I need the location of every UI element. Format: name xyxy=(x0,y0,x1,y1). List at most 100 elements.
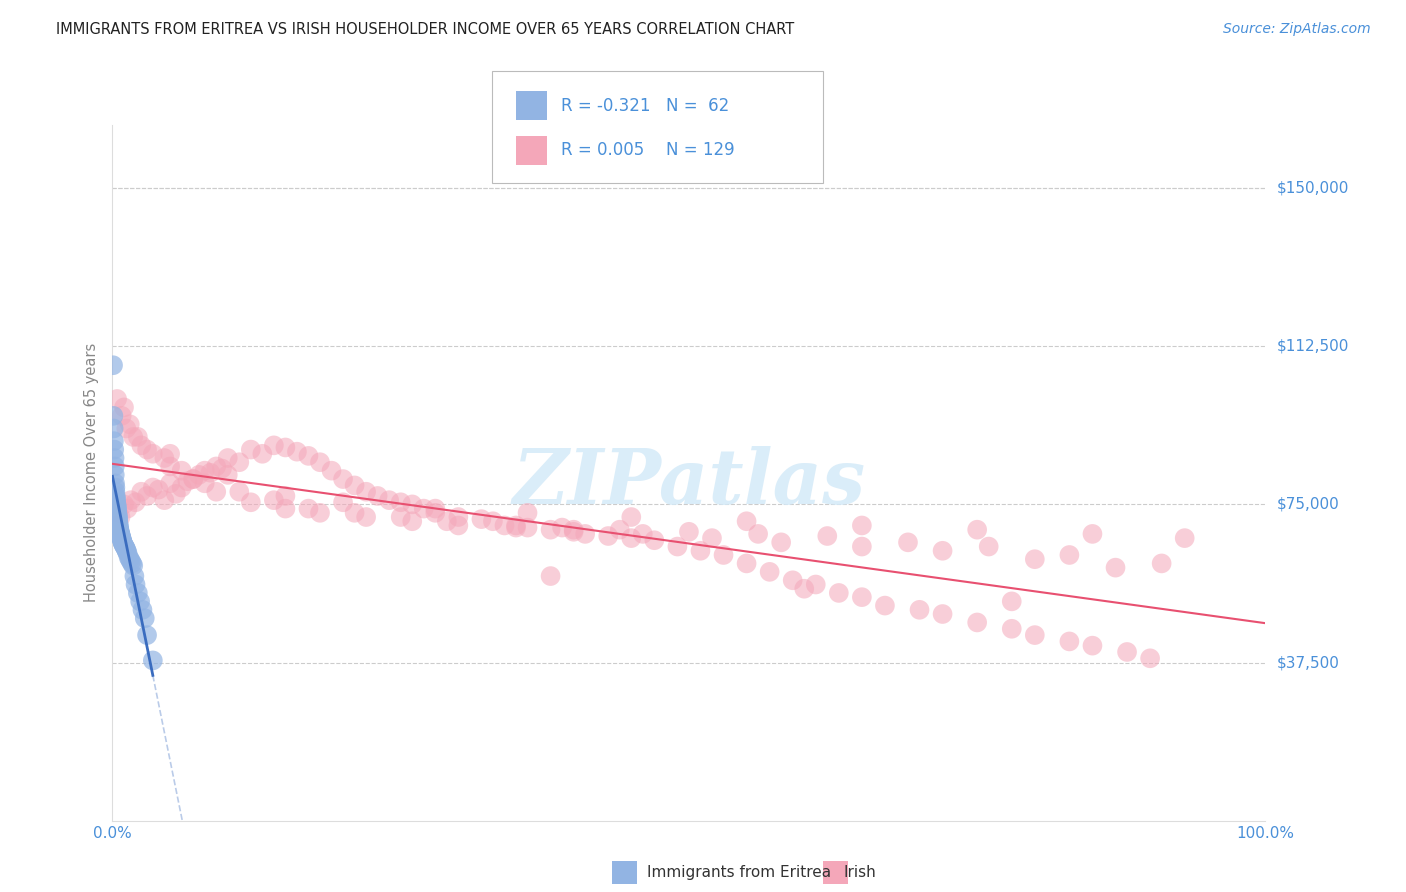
Point xyxy=(115,544,138,558)
Point xyxy=(689,543,711,558)
Point xyxy=(482,514,505,528)
Point xyxy=(494,518,516,533)
Point xyxy=(217,450,239,465)
Point xyxy=(735,557,758,571)
Point xyxy=(120,554,142,568)
Point xyxy=(121,557,143,571)
Point xyxy=(1081,527,1104,541)
Point xyxy=(851,540,873,554)
Point xyxy=(107,516,129,531)
Point xyxy=(153,493,176,508)
Point xyxy=(111,536,134,550)
Point xyxy=(112,401,135,415)
Text: $150,000: $150,000 xyxy=(1277,181,1348,195)
Point xyxy=(153,450,176,465)
Point xyxy=(1001,622,1024,636)
Point xyxy=(118,417,141,432)
Text: R = 0.005: R = 0.005 xyxy=(561,141,644,160)
Point xyxy=(263,438,285,452)
Point xyxy=(228,455,250,469)
Point xyxy=(1024,552,1046,566)
Point xyxy=(758,565,780,579)
Point xyxy=(104,491,127,505)
Point xyxy=(470,512,492,526)
Point xyxy=(170,481,193,495)
Point xyxy=(297,449,319,463)
Point xyxy=(412,501,434,516)
Point xyxy=(425,501,447,516)
Point xyxy=(101,358,124,372)
Point xyxy=(1059,634,1081,648)
Point xyxy=(285,444,308,458)
Point xyxy=(122,430,145,444)
Point xyxy=(1139,651,1161,665)
Text: Immigrants from Eritrea: Immigrants from Eritrea xyxy=(647,865,831,880)
Point xyxy=(562,524,585,539)
Point xyxy=(274,441,297,455)
Point xyxy=(108,526,131,541)
Point xyxy=(354,484,377,499)
Point xyxy=(104,467,127,482)
Point xyxy=(332,472,354,486)
Point xyxy=(401,497,423,511)
Point xyxy=(114,541,136,556)
Point xyxy=(111,533,134,548)
Point xyxy=(142,653,165,667)
Point xyxy=(1081,639,1104,653)
Point xyxy=(447,510,470,524)
Point xyxy=(105,506,128,520)
Point xyxy=(103,442,125,457)
Point xyxy=(332,495,354,509)
Point xyxy=(194,464,217,478)
Point xyxy=(104,489,127,503)
Point xyxy=(120,493,142,508)
Point xyxy=(343,478,366,492)
Point xyxy=(134,611,156,625)
Point xyxy=(170,464,193,478)
Point xyxy=(354,510,377,524)
Point xyxy=(713,548,735,562)
Point xyxy=(505,520,527,534)
Point xyxy=(107,514,129,528)
Point xyxy=(112,537,135,551)
Point xyxy=(516,520,538,534)
Text: Irish: Irish xyxy=(844,865,876,880)
Point xyxy=(815,529,838,543)
Point xyxy=(111,534,134,549)
Point xyxy=(108,523,131,537)
Point xyxy=(110,510,132,524)
Point xyxy=(181,472,204,486)
Point xyxy=(620,510,643,524)
Point xyxy=(108,524,131,539)
Point xyxy=(129,484,153,499)
Point xyxy=(425,506,447,520)
Point xyxy=(793,582,815,596)
Point xyxy=(562,523,585,537)
Point xyxy=(105,495,128,509)
Point xyxy=(188,467,211,482)
Point xyxy=(108,518,131,533)
Point xyxy=(931,543,953,558)
Point xyxy=(966,523,988,537)
Point xyxy=(110,527,132,541)
Point xyxy=(643,533,665,548)
Point xyxy=(609,523,631,537)
Y-axis label: Householder Income Over 65 years: Householder Income Over 65 years xyxy=(84,343,100,602)
Point xyxy=(105,392,128,406)
Text: ZIPatlas: ZIPatlas xyxy=(512,446,866,520)
Point xyxy=(110,529,132,543)
Text: $112,500: $112,500 xyxy=(1277,339,1348,354)
Point xyxy=(735,514,758,528)
Point xyxy=(897,535,920,549)
Point xyxy=(1174,531,1197,545)
Point xyxy=(217,467,239,482)
Point xyxy=(389,495,412,509)
Point xyxy=(908,603,931,617)
Point xyxy=(252,447,274,461)
Point xyxy=(148,483,170,497)
Point xyxy=(112,539,135,553)
Point xyxy=(228,484,250,499)
Point xyxy=(194,476,217,491)
Point xyxy=(104,459,127,474)
Point xyxy=(115,421,138,435)
